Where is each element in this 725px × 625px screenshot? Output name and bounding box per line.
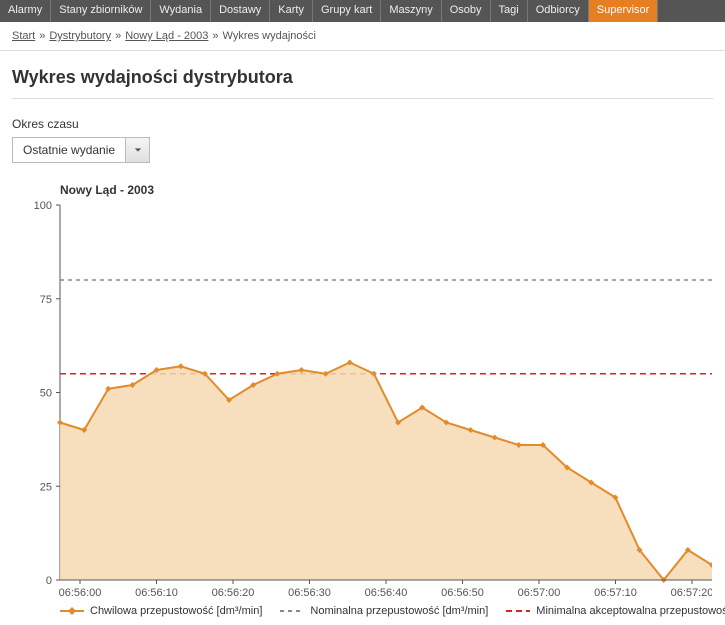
top-nav: AlarmyStany zbiornikówWydaniaDostawyKart…	[0, 0, 725, 22]
svg-text:100: 100	[34, 200, 52, 212]
svg-text:06:56:00: 06:56:00	[59, 587, 102, 599]
breadcrumb-sep: »	[39, 30, 45, 42]
svg-text:06:57:20: 06:57:20	[671, 587, 712, 599]
chevron-down-icon	[134, 146, 142, 154]
svg-text:0: 0	[46, 575, 52, 587]
nav-item[interactable]: Grupy kart	[313, 0, 381, 22]
svg-text:06:56:50: 06:56:50	[441, 587, 484, 599]
svg-text:75: 75	[40, 294, 52, 306]
chart-title: Nowy Ląd - 2003	[60, 183, 713, 197]
period-select[interactable]: Ostatnie wydanie	[12, 137, 150, 163]
breadcrumb-item[interactable]: Start	[12, 30, 35, 42]
nav-item[interactable]: Karty	[270, 0, 313, 22]
svg-text:06:56:10: 06:56:10	[135, 587, 178, 599]
nav-item[interactable]: Stany zbiorników	[51, 0, 151, 22]
svg-text:06:56:20: 06:56:20	[212, 587, 255, 599]
nav-item[interactable]: Maszyny	[381, 0, 441, 22]
breadcrumb-item[interactable]: Dystrybutory	[49, 30, 111, 42]
period-select-button[interactable]	[125, 138, 149, 162]
svg-text:06:57:10: 06:57:10	[594, 587, 637, 599]
legend-swatch	[60, 605, 84, 617]
page-title: Wykres wydajności dystrybutora	[12, 67, 713, 99]
legend-item: Chwilowa przepustowość [dm³/min]	[60, 605, 262, 617]
legend-item: Nominalna przepustowość [dm³/min]	[280, 605, 488, 617]
nav-item[interactable]: Dostawy	[211, 0, 270, 22]
period-select-value: Ostatnie wydanie	[13, 138, 125, 162]
chart-area: Nowy Ląd - 2003 0 25 50 75 100 06:56:00 06:56:…	[12, 183, 713, 617]
svg-text:50: 50	[40, 388, 52, 400]
breadcrumb-sep: »	[212, 30, 218, 42]
legend-label: Chwilowa przepustowość [dm³/min]	[90, 605, 262, 617]
legend-item: Minimalna akceptowalna przepustowość […	[506, 605, 725, 617]
legend-swatch	[280, 605, 304, 617]
breadcrumb-sep: »	[115, 30, 121, 42]
legend-swatch	[506, 605, 530, 617]
svg-text:25: 25	[40, 481, 52, 493]
nav-item[interactable]: Odbiorcy	[528, 0, 589, 22]
svg-text:06:57:00: 06:57:00	[518, 587, 561, 599]
nav-item[interactable]: Alarmy	[0, 0, 51, 22]
chart-legend: Chwilowa przepustowość [dm³/min] Nominaln…	[12, 599, 713, 617]
period-field: Okres czasu Ostatnie wydanie	[12, 117, 713, 163]
throughput-chart: 0 25 50 75 100 06:56:00 06:56:10 06:56:20 06:56:…	[12, 199, 712, 599]
breadcrumb-item: Wykres wydajności	[223, 30, 316, 42]
svg-text:06:56:40: 06:56:40	[365, 587, 408, 599]
period-label: Okres czasu	[12, 117, 713, 131]
nav-item[interactable]: Osoby	[442, 0, 491, 22]
breadcrumb: Start » Dystrybutory » Nowy Ląd - 2003 » Wykre…	[0, 22, 725, 51]
content: Wykres wydajności dystrybutora Okres cza…	[0, 51, 725, 625]
breadcrumb-item[interactable]: Nowy Ląd - 2003	[125, 30, 208, 42]
svg-text:06:56:30: 06:56:30	[288, 587, 331, 599]
nav-item[interactable]: Supervisor	[589, 0, 659, 22]
legend-label: Nominalna przepustowość [dm³/min]	[310, 605, 488, 617]
nav-item[interactable]: Wydania	[151, 0, 211, 22]
legend-label: Minimalna akceptowalna przepustowość […	[536, 605, 725, 617]
nav-item[interactable]: Tagi	[491, 0, 528, 22]
